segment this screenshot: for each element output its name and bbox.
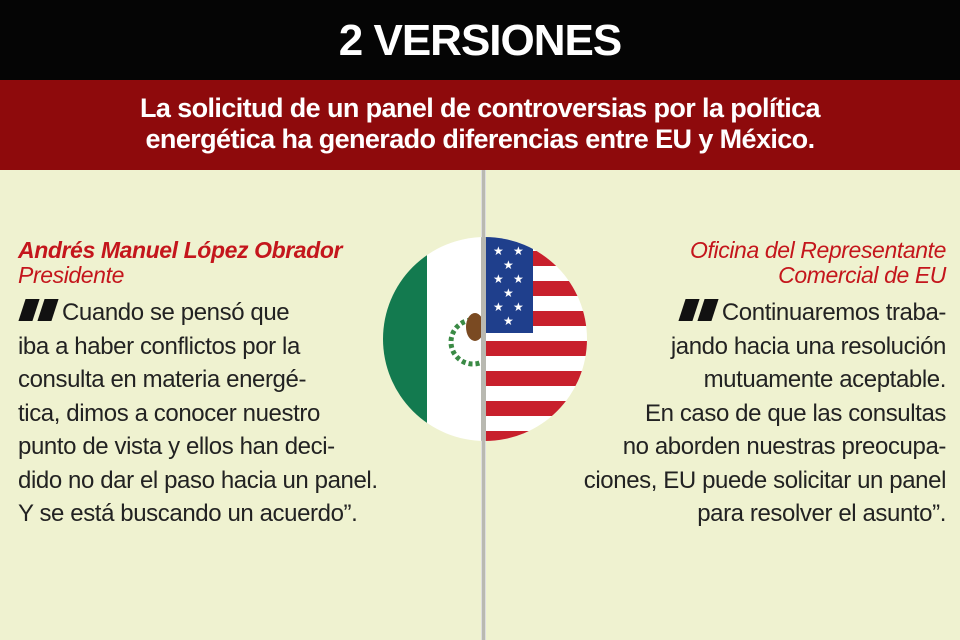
quote-line: consulta en materia energé-	[18, 366, 307, 393]
svg-text:★: ★	[503, 286, 514, 300]
quote-line: Y se está buscando un acuerdo”.	[18, 500, 358, 527]
usa-flag-icon: ★ ★ ★ ★ ★ ★ ★ ★ ★	[485, 237, 587, 441]
amlo-quote: Cuando se pensó que iba a haber conflict…	[18, 296, 378, 531]
quote-line: jando hacia una resolución	[670, 332, 947, 360]
quote-line: Cuando se pensó que	[62, 299, 290, 326]
quote-line: Continuaremos traba-	[721, 299, 947, 326]
subtitle: La solicitud de un panel de controversia…	[0, 80, 960, 170]
svg-text:★: ★	[513, 300, 524, 314]
subtitle-line: energética ha generado diferencias entre…	[145, 124, 816, 154]
speaker-role: Presidente	[18, 262, 124, 288]
quote-line: ciones, EU puede solicitar un panel	[583, 466, 947, 494]
quote-mark-icon	[678, 299, 722, 321]
speaker-name: Comercial de EU	[778, 262, 946, 288]
quote-line: para resolver el asunto”.	[697, 500, 946, 527]
svg-text:★: ★	[513, 272, 524, 286]
quote-line: tica, dimos a conocer nuestro	[18, 399, 320, 427]
svg-text:★: ★	[493, 244, 504, 258]
svg-text:★: ★	[503, 258, 514, 272]
svg-text:★: ★	[493, 272, 504, 286]
speaker-name: Andrés Manuel López Obrador	[18, 237, 343, 263]
quote-line: mutuamente aceptable.	[703, 366, 947, 393]
speaker-name: Oficina del Representante	[690, 237, 946, 263]
quote-line: no aborden nuestras preocupa-	[622, 433, 947, 460]
svg-text:★: ★	[493, 300, 504, 314]
quote-line: En caso de que las consultas	[645, 399, 946, 427]
ustr-column: Oficina del Representante Comercial de E…	[584, 237, 947, 531]
quote-line: punto de vista y ellos han deci-	[18, 433, 335, 460]
ustr-quote: Continuaremos traba- jando hacia una res…	[584, 296, 946, 531]
amlo-column: Andrés Manuel López Obrador Presidente C…	[18, 238, 378, 531]
quote-mark-icon	[18, 299, 62, 321]
mexico-flag-icon	[383, 237, 498, 441]
subtitle-line: La solicitud de un panel de controversia…	[140, 93, 821, 123]
quote-line: dido no dar el paso hacia un panel.	[18, 466, 378, 494]
svg-text:★: ★	[513, 244, 524, 258]
page-title: 2 VERSIONES	[0, 0, 960, 80]
mexico-usa-flag-circle: ★ ★ ★ ★ ★ ★ ★ ★ ★	[383, 237, 587, 441]
svg-text:★: ★	[503, 314, 514, 328]
quote-line: iba a haber conflictos por la	[18, 332, 300, 360]
